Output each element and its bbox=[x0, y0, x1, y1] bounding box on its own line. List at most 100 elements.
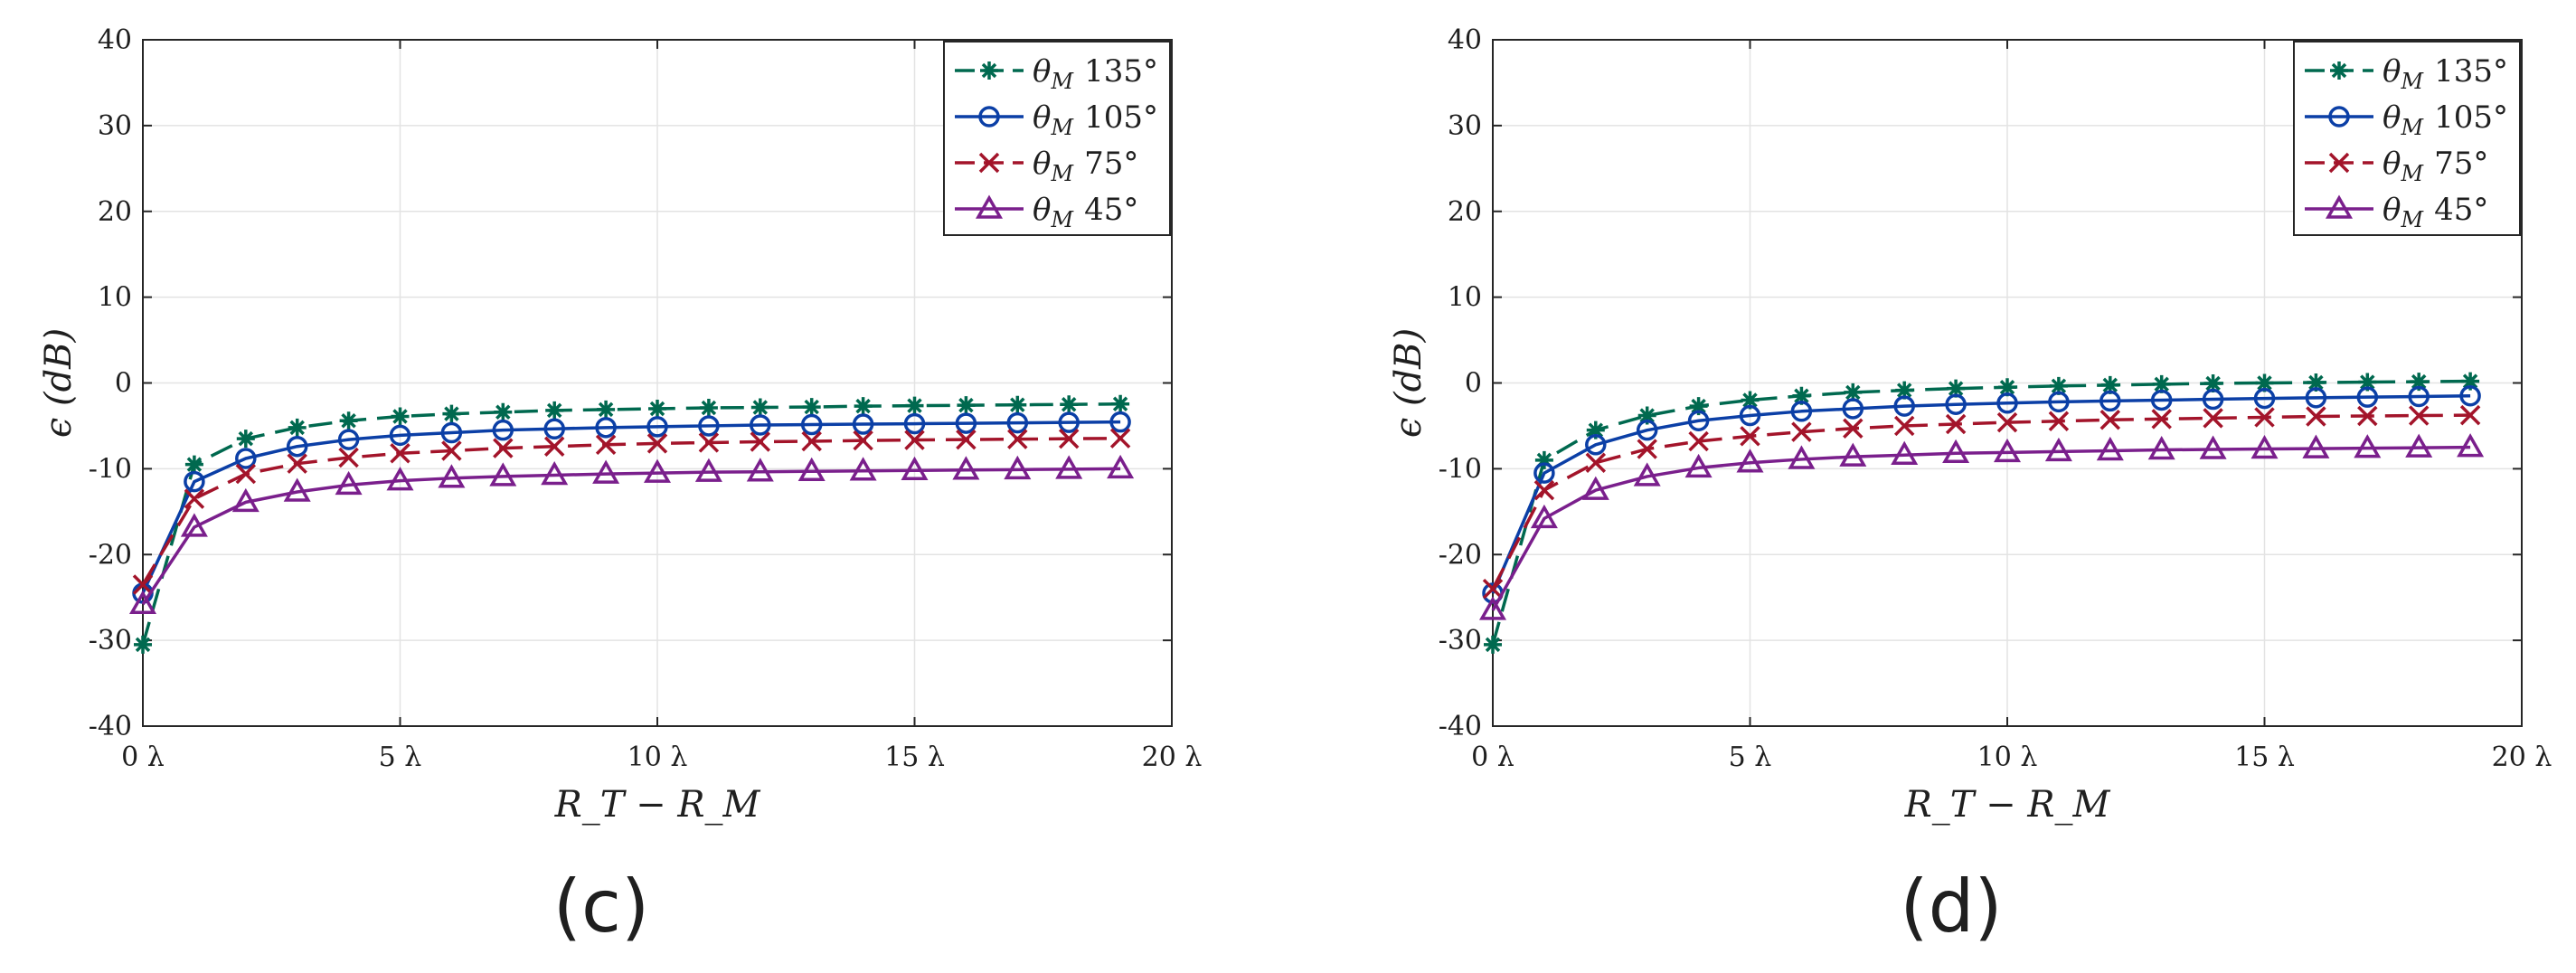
data-point bbox=[2048, 411, 2070, 431]
data-point bbox=[391, 407, 410, 426]
data-point bbox=[2151, 409, 2172, 430]
data-point bbox=[494, 402, 513, 421]
data-point bbox=[2100, 375, 2119, 394]
data-point bbox=[184, 470, 205, 493]
data-point bbox=[134, 635, 152, 654]
y-tick-label: -10 bbox=[89, 453, 132, 485]
data-point bbox=[1111, 394, 1130, 413]
legend-label: θM 135° bbox=[2383, 53, 2508, 94]
data-point bbox=[2457, 433, 2485, 458]
data-point bbox=[2461, 372, 2480, 391]
data-point bbox=[438, 464, 466, 488]
legend-value: 105° bbox=[2434, 99, 2508, 136]
data-point bbox=[849, 457, 877, 481]
legend-subscript: M bbox=[1050, 207, 1074, 232]
legend-label: θM 45° bbox=[2383, 192, 2488, 232]
legend-symbol: θ bbox=[1033, 146, 1051, 182]
legend-subscript: M bbox=[2400, 161, 2424, 186]
legend-symbol: θ bbox=[1033, 192, 1051, 228]
series-line bbox=[1491, 413, 2471, 590]
legend-value: 45° bbox=[1084, 192, 1138, 228]
data-point bbox=[1996, 392, 2018, 414]
data-point bbox=[1996, 411, 2018, 433]
data-point bbox=[1895, 381, 1914, 400]
data-point bbox=[2099, 410, 2121, 430]
data-point bbox=[904, 430, 925, 450]
legend-value: 45° bbox=[2434, 192, 2488, 228]
data-point bbox=[592, 459, 620, 484]
y-tick-label: 40 bbox=[98, 24, 132, 56]
data-point bbox=[1058, 428, 1080, 449]
data-point bbox=[2150, 389, 2173, 411]
data-point bbox=[2356, 386, 2379, 408]
y-tick-label: -20 bbox=[1439, 539, 1482, 571]
legend-value: 105° bbox=[1084, 99, 1158, 136]
data-point bbox=[2302, 434, 2330, 458]
data-point bbox=[1945, 393, 1967, 415]
x-tick-label: 5 λ bbox=[379, 742, 422, 773]
legend-label: θM 105° bbox=[2383, 99, 2508, 140]
data-point bbox=[694, 458, 722, 482]
data-point bbox=[1058, 411, 1080, 433]
data-point bbox=[2405, 433, 2433, 458]
data-point bbox=[489, 462, 517, 486]
data-point bbox=[1060, 395, 1079, 414]
data-point bbox=[854, 397, 873, 416]
data-point bbox=[339, 411, 358, 430]
data-point bbox=[493, 438, 514, 458]
data-point bbox=[337, 429, 360, 450]
legend-marker bbox=[978, 152, 1000, 174]
data-point bbox=[2099, 390, 2121, 412]
y-tick-label: 30 bbox=[98, 110, 132, 142]
data-point bbox=[2199, 435, 2227, 459]
data-point bbox=[648, 399, 666, 418]
legend-marker bbox=[2328, 152, 2350, 174]
data-point bbox=[132, 574, 154, 595]
data-point bbox=[952, 456, 980, 480]
data-point bbox=[2307, 373, 2326, 392]
data-point bbox=[1942, 439, 1970, 464]
x-tick-label: 5 λ bbox=[1729, 742, 1772, 773]
x-tick-label: 0 λ bbox=[121, 742, 165, 773]
data-point bbox=[1008, 395, 1027, 414]
data-point bbox=[287, 453, 307, 474]
data-point bbox=[1007, 429, 1028, 449]
data-point bbox=[2357, 405, 2378, 427]
data-point bbox=[1585, 434, 1607, 456]
y-axis-label: ϵ (dB) bbox=[38, 328, 80, 438]
data-point bbox=[1585, 452, 1607, 473]
data-point bbox=[1741, 391, 1760, 410]
data-point bbox=[595, 417, 617, 439]
legend-symbol: θ bbox=[2383, 146, 2401, 182]
x-tick-label: 15 λ bbox=[2234, 742, 2295, 773]
series-0 bbox=[134, 394, 1130, 654]
data-point bbox=[390, 443, 410, 464]
legend-label: θM 75° bbox=[2383, 146, 2488, 186]
series-line bbox=[141, 436, 1121, 586]
data-point bbox=[643, 458, 672, 483]
data-point bbox=[1891, 440, 1919, 465]
data-point bbox=[1740, 426, 1760, 447]
legend-marker bbox=[980, 61, 998, 80]
series-0 bbox=[1484, 372, 2480, 654]
data-point bbox=[750, 431, 771, 452]
legend-label: θM 105° bbox=[1033, 99, 1158, 140]
legend-marker bbox=[2325, 194, 2354, 219]
data-point bbox=[283, 477, 311, 502]
data-point bbox=[2048, 391, 2070, 413]
chart-panel-0: 0 λ 5 λ 10 λ 15 λ 20 λ 40 30 20 10 0 -10 -20 -30 -40 R… bbox=[38, 24, 1202, 949]
data-point bbox=[1534, 450, 1553, 469]
data-point bbox=[288, 418, 307, 437]
data-point bbox=[903, 412, 926, 435]
data-point bbox=[184, 455, 203, 474]
legend-label: θM 75° bbox=[1033, 146, 1138, 186]
legend-subscript: M bbox=[1050, 161, 1074, 186]
data-point bbox=[440, 421, 463, 444]
data-point bbox=[492, 419, 514, 441]
data-point bbox=[1945, 413, 1967, 435]
y-tick-label: 0 bbox=[1465, 368, 1482, 400]
y-tick-label: -40 bbox=[89, 711, 132, 742]
data-point bbox=[2044, 437, 2072, 462]
